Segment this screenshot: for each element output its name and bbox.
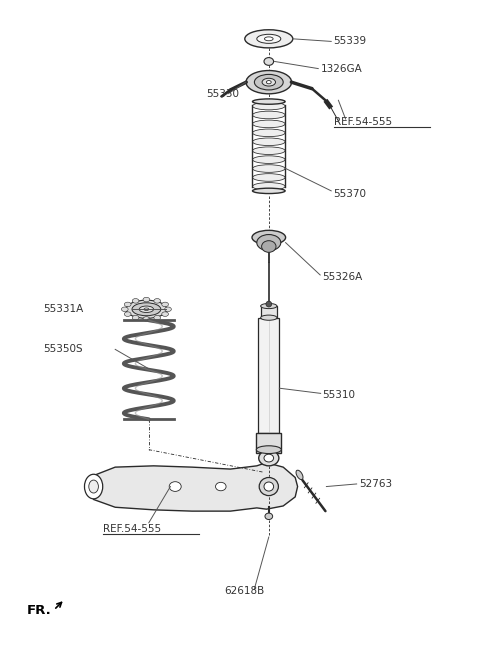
Ellipse shape bbox=[154, 315, 161, 320]
Ellipse shape bbox=[264, 37, 273, 41]
Ellipse shape bbox=[259, 477, 278, 496]
Ellipse shape bbox=[246, 71, 292, 94]
Ellipse shape bbox=[252, 99, 285, 104]
Ellipse shape bbox=[252, 156, 285, 164]
Ellipse shape bbox=[144, 308, 149, 311]
Text: REF.54-555: REF.54-555 bbox=[334, 116, 392, 127]
Ellipse shape bbox=[143, 317, 150, 322]
Ellipse shape bbox=[252, 102, 285, 110]
Ellipse shape bbox=[257, 34, 281, 43]
Ellipse shape bbox=[169, 481, 181, 492]
Ellipse shape bbox=[132, 299, 139, 303]
Ellipse shape bbox=[162, 302, 168, 307]
Text: 55370: 55370 bbox=[334, 189, 367, 199]
Ellipse shape bbox=[252, 188, 285, 193]
Text: 62618B: 62618B bbox=[225, 586, 265, 597]
Ellipse shape bbox=[245, 30, 293, 48]
Ellipse shape bbox=[154, 299, 161, 303]
Ellipse shape bbox=[296, 470, 303, 479]
Ellipse shape bbox=[252, 230, 286, 245]
Ellipse shape bbox=[262, 241, 276, 252]
Text: 55331A: 55331A bbox=[43, 304, 84, 314]
Ellipse shape bbox=[266, 81, 271, 83]
Ellipse shape bbox=[264, 454, 274, 462]
Ellipse shape bbox=[265, 513, 273, 520]
Ellipse shape bbox=[165, 307, 171, 311]
Ellipse shape bbox=[252, 138, 285, 146]
Ellipse shape bbox=[264, 58, 274, 65]
Text: 55339: 55339 bbox=[334, 36, 367, 47]
Ellipse shape bbox=[252, 111, 285, 119]
Ellipse shape bbox=[266, 302, 272, 307]
Ellipse shape bbox=[89, 480, 98, 493]
Text: 55330: 55330 bbox=[206, 89, 240, 99]
Ellipse shape bbox=[262, 78, 276, 86]
Ellipse shape bbox=[259, 450, 279, 466]
Text: 55326A: 55326A bbox=[323, 272, 363, 282]
Ellipse shape bbox=[261, 315, 277, 320]
Ellipse shape bbox=[257, 234, 281, 250]
Ellipse shape bbox=[252, 120, 285, 127]
Bar bbox=[258, 318, 279, 433]
Ellipse shape bbox=[139, 306, 154, 313]
Ellipse shape bbox=[132, 315, 139, 320]
Text: 55310: 55310 bbox=[323, 389, 356, 400]
Ellipse shape bbox=[252, 165, 285, 172]
Ellipse shape bbox=[216, 483, 226, 491]
Ellipse shape bbox=[162, 312, 168, 316]
Ellipse shape bbox=[256, 446, 281, 454]
Ellipse shape bbox=[252, 173, 285, 181]
Text: FR.: FR. bbox=[26, 604, 51, 617]
Ellipse shape bbox=[252, 182, 285, 190]
Ellipse shape bbox=[254, 74, 283, 90]
Text: 55350S: 55350S bbox=[43, 344, 83, 355]
Ellipse shape bbox=[252, 147, 285, 155]
Ellipse shape bbox=[121, 307, 128, 311]
Ellipse shape bbox=[143, 298, 150, 302]
Bar bbox=[261, 306, 277, 318]
Ellipse shape bbox=[124, 302, 131, 307]
Ellipse shape bbox=[124, 312, 131, 316]
Text: REF.54-555: REF.54-555 bbox=[103, 524, 161, 534]
Ellipse shape bbox=[252, 129, 285, 137]
Bar bbox=[256, 433, 281, 453]
Text: 1326GA: 1326GA bbox=[321, 63, 362, 74]
Ellipse shape bbox=[264, 482, 274, 491]
Ellipse shape bbox=[132, 303, 161, 316]
Text: 52763: 52763 bbox=[359, 479, 392, 489]
Ellipse shape bbox=[261, 303, 277, 309]
Ellipse shape bbox=[126, 300, 167, 318]
Polygon shape bbox=[89, 463, 298, 511]
Ellipse shape bbox=[84, 474, 103, 499]
